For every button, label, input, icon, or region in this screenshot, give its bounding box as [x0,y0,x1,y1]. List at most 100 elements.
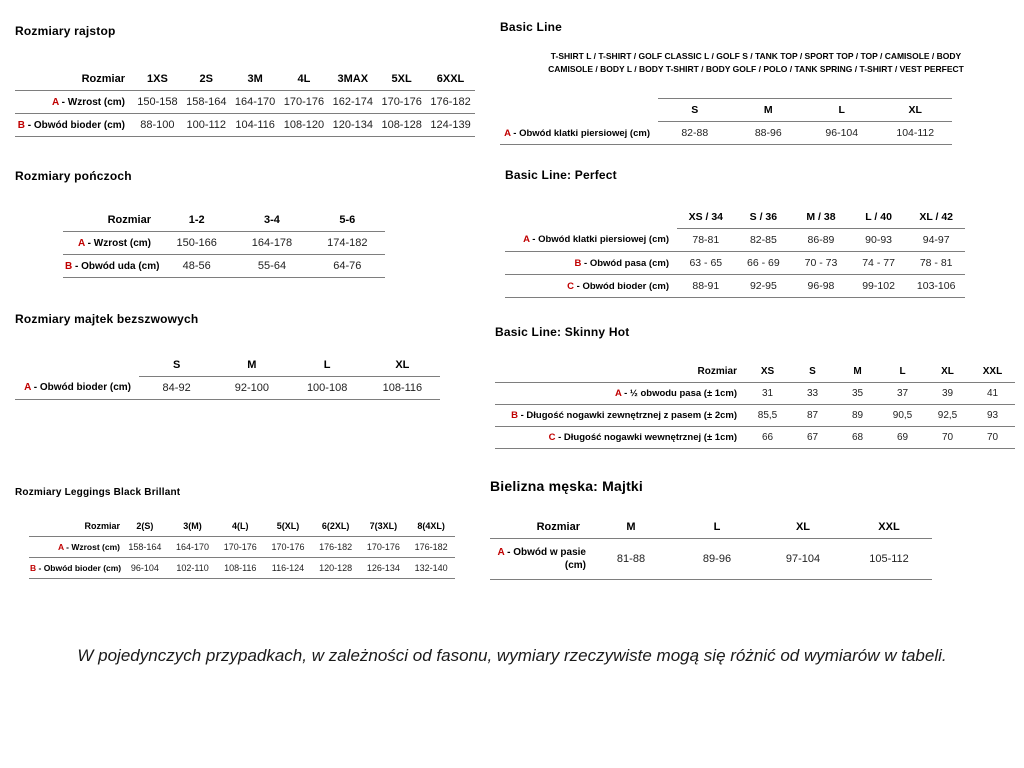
basic-line-size-table: S M L XL A - Obwód klatki piersiowej (cm) 82-… [500,98,952,146]
value-cell: 88-96 [731,121,805,146]
row-label: A - Obwód w pasie (cm) [490,538,588,580]
value-cell: 102-110 [168,557,217,579]
value-cell: 104-112 [878,121,952,146]
table-row: B - Obwód bioder (cm) 88-100 100-112 104-11… [15,113,475,137]
table-row: A - Obwód w pasie (cm) 81-88 89-96 97-104 10… [490,538,932,580]
column-header: M / 38 [792,206,850,229]
table-corner-header: Rozmiar [15,68,133,91]
table-row: A - Obwód klatki piersiowej (cm) 82-88 88-… [500,121,952,146]
table-header: Rozmiar M L XL XXL [490,516,932,539]
value-cell: 74 - 77 [849,251,908,275]
value-cell: 90-93 [849,228,908,252]
tights-size-table: Rozmiar 1XS 2S 3M 4L 3MAX 5XL 6XXL A - Wzrost (c… [15,68,475,137]
column-header: L / 40 [849,206,908,229]
column-header: 3(M) [168,516,217,537]
section-basic-line-perfect: Basic Line: Perfect XS / 34 S / 36 M / 38 L… [505,168,965,298]
row-prefix: A [614,388,622,399]
value-cell: 108-116 [216,557,265,579]
product-list-line: T-SHIRT L / T-SHIRT / GOLF CLASSIC L / G… [550,51,962,61]
column-header: XXL [846,516,932,539]
value-cell: 39 [925,382,970,405]
table-corner-header [500,99,658,122]
row-prefix: B [511,410,518,421]
value-cell: 170-176 [359,536,408,558]
value-cell: 70 [925,426,970,449]
value-cell: 96-104 [121,557,169,579]
section-title: Basic Line: Skinny Hot [495,325,630,339]
seamless-panties-size-table: S M L XL A - Obwód bioder (cm) 84-92 92-100 100… [15,354,440,400]
column-header: 4L [279,68,329,91]
table-header: XS / 34 S / 36 M / 38 L / 40 XL / 42 [505,206,965,229]
column-header: 8(4XL) [407,516,455,537]
row-prefix: A [497,547,505,558]
column-header: 6(2XL) [311,516,360,537]
value-cell: 89-96 [674,538,760,580]
value-cell: 108-116 [364,376,440,400]
value-cell: 164-170 [168,536,217,558]
row-prefix: C [567,280,574,292]
section-seamless-panties-sizes: Rozmiary majtek bezszwowych S M L XL A - Obw… [15,312,440,400]
row-label: A - Wzrost (cm) [29,536,121,558]
value-cell: 37 [880,382,925,405]
table-body: A - Obwód bioder (cm) 84-92 92-100 100-108 1… [15,376,440,400]
leggings-size-table: Rozmiar 2(S) 3(M) 4(L) 5(XL) 6(2XL) 7(3XL) 8(4X… [29,516,455,579]
value-cell: 92-95 [734,274,793,298]
value-cell: 85,5 [745,404,790,427]
row-prefix: A [57,542,64,552]
column-header: XL [364,354,440,377]
row-label: A - Obwód bioder (cm) [15,376,139,400]
value-cell: 33 [790,382,835,405]
header-row: Rozmiar M L XL XXL [490,516,932,539]
value-cell: 104-116 [230,113,280,137]
column-header: XL [760,516,846,539]
value-cell: 64-76 [309,254,385,278]
value-cell: 66 - 69 [734,251,793,275]
value-cell: 55-64 [234,254,310,278]
section-title: Basic Line [500,20,563,34]
table-row: B - Obwód bioder (cm) 96-104 102-110 108-11… [29,557,455,579]
table-row: B - Obwód pasa (cm) 63 - 65 66 - 69 70 - 73… [505,251,965,275]
value-cell: 120-134 [328,113,378,137]
value-cell: 170-176 [264,536,312,558]
value-cell: 105-112 [846,538,932,580]
column-header: S [658,98,732,123]
value-cell: 100-112 [181,113,231,137]
section-title: Rozmiary majtek bezszwowych [15,312,199,326]
product-list-line: CAMISOLE / BODY L / BODY T-SHIRT / BODY … [548,64,964,75]
table-body: A - Wzrost (cm) 150-158 158-164 164-170 170-… [15,90,475,137]
column-header: L [880,361,925,383]
row-label: A - Obwód klatki piersiowej (cm) [505,228,677,252]
table-row: C - Długość nogawki wewnętrznej (± 1cm) 6… [495,426,1015,449]
row-label: C - Długość nogawki wewnętrznej (± 1cm) [495,426,745,449]
value-cell: 92-100 [214,376,290,400]
value-cell: 99-102 [849,274,908,298]
value-cell: 176-182 [426,90,475,114]
value-cell: 69 [880,426,925,449]
column-header: M [835,361,880,383]
value-cell: 78-81 [677,228,735,252]
table-row: A - Wzrost (cm) 150-158 158-164 164-170 170-… [15,90,475,114]
section-mens-underwear-briefs: Bielizna męska: Majtki Rozmiar M L XL XXL A -… [490,478,932,580]
table-header: Rozmiar XS S M L XL XXL [495,361,1015,383]
column-header: 1XS [133,68,182,91]
value-cell: 70 - 73 [792,251,850,275]
table-row: A - ½ obwodu pasa (± 1cm) 31 33 35 37 39 41 [495,382,1015,405]
column-header: 5-6 [309,209,385,232]
section-stockings-sizes: Rozmiary pończoch Rozmiar 1-2 3-4 5-6 A - Wz… [15,169,385,278]
disclaimer-footnote: W pojedynczych przypadkach, w zależności… [77,646,947,665]
value-cell: 158-164 [121,536,169,558]
value-cell: 103-106 [907,274,965,298]
row-prefix: B [30,563,37,573]
header-row: Rozmiar 1XS 2S 3M 4L 3MAX 5XL 6XXL [15,68,475,91]
column-header: L [289,354,365,377]
table-header: S M L XL [15,354,440,377]
value-cell: 68 [835,426,880,449]
section-tights-sizes: Rozmiary rajstop Rozmiar 1XS 2S 3M 4L 3MAX 5XL… [15,24,475,137]
table-corner-header [15,354,139,377]
table-header: S M L XL [500,98,952,123]
row-prefix: A [504,127,511,139]
row-prefix: C [548,432,556,443]
value-cell: 176-182 [407,536,455,558]
column-header: 1-2 [159,209,235,232]
table-row: C - Obwód bioder (cm) 88-91 92-95 96-98 99-1… [505,274,965,298]
